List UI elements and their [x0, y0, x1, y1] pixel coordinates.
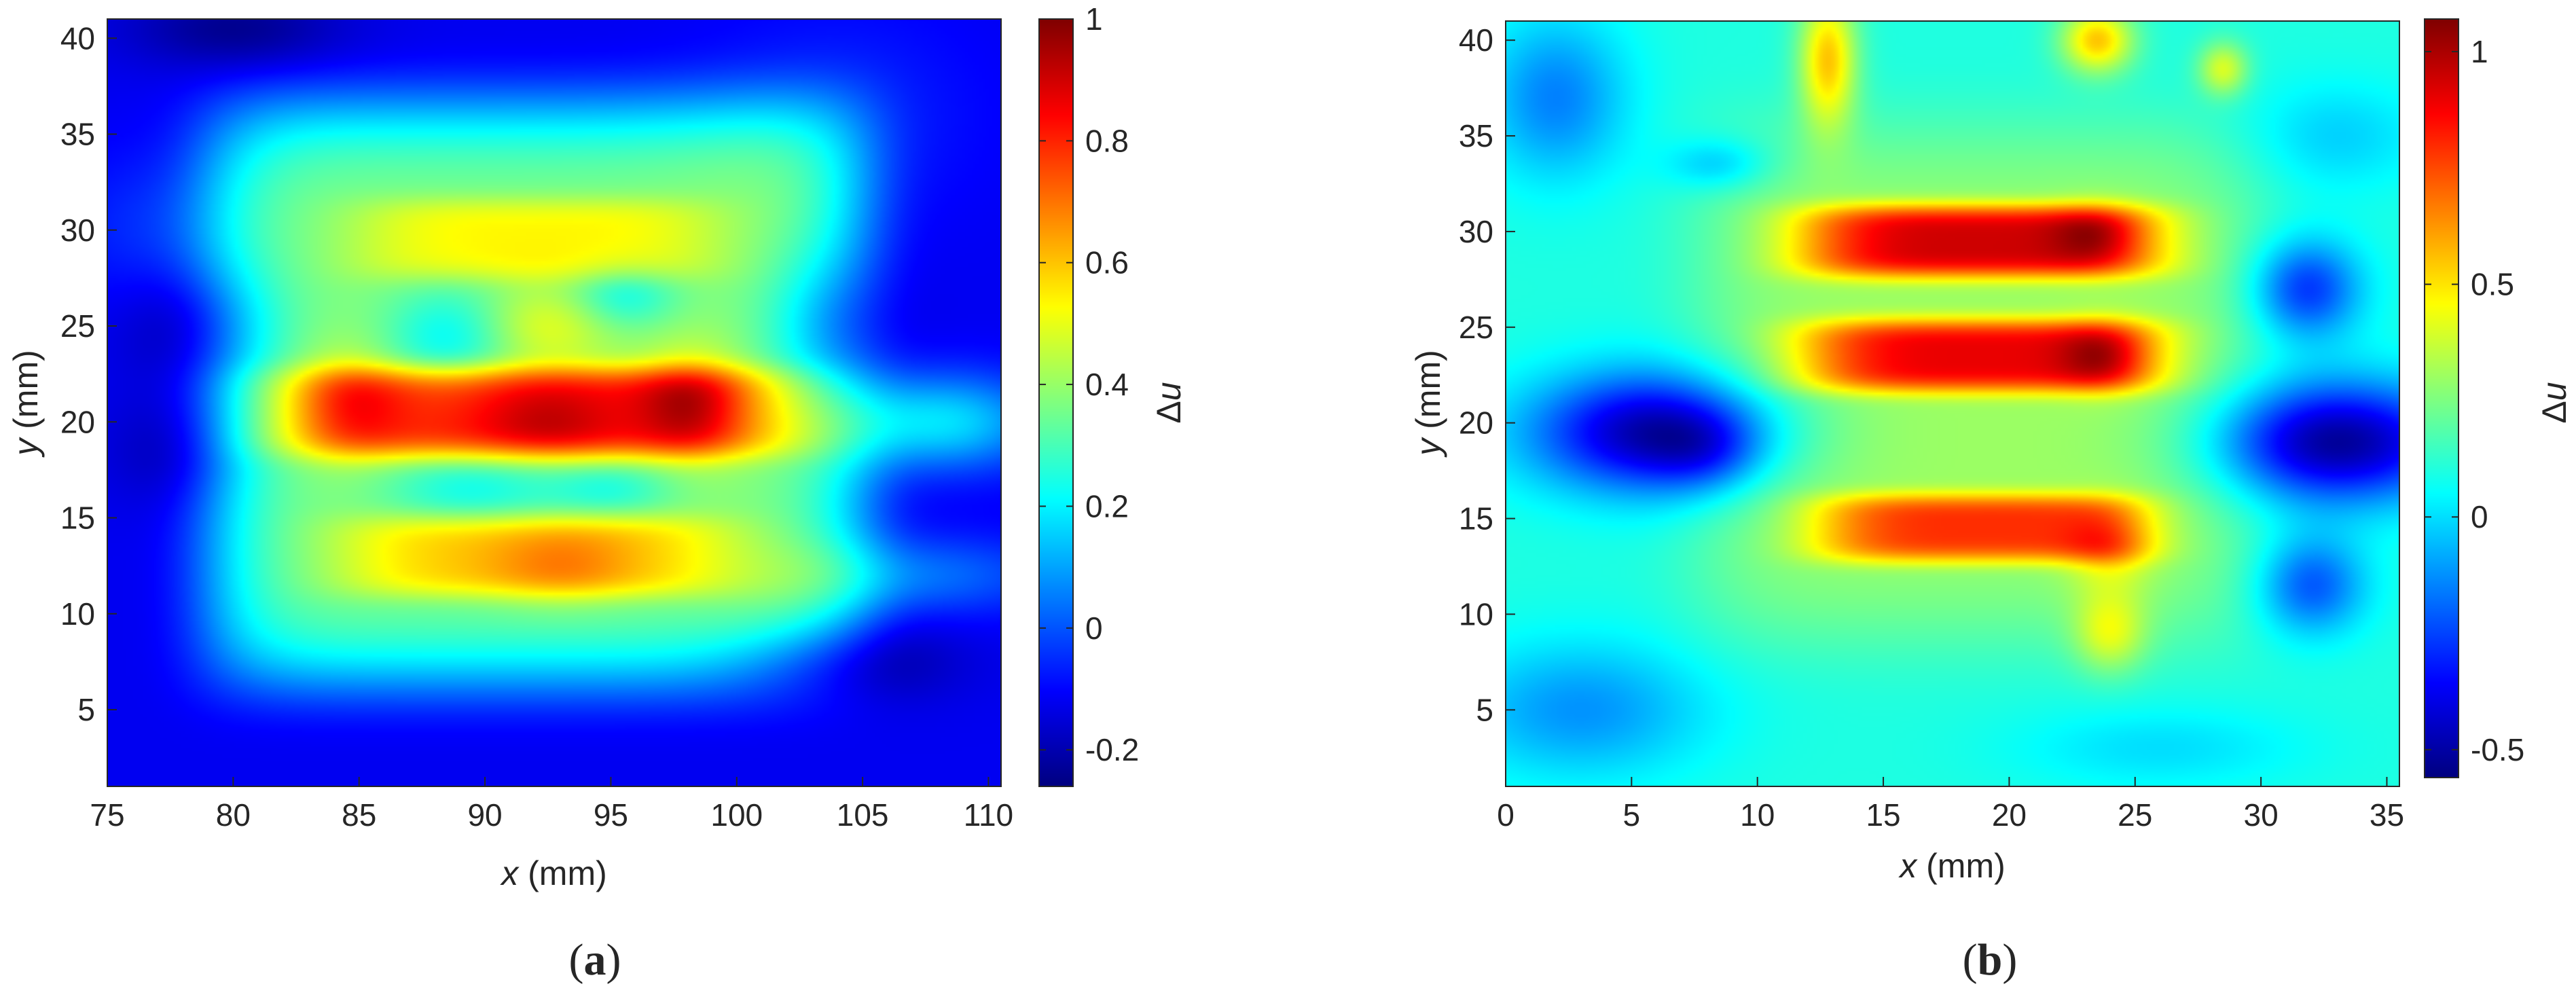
- panel-b-y-tick-label: 40: [1459, 22, 1493, 58]
- panel-a-colorbar-tick-label: 0.8: [1085, 123, 1129, 158]
- panel-b-y-tick-label: 25: [1459, 310, 1493, 345]
- panel-b-colorbar-tick-label: 0.5: [2471, 267, 2514, 302]
- panel-a-y-tick-label: 10: [60, 596, 95, 632]
- panel-b-y-tick-label: 35: [1459, 118, 1493, 153]
- panel-b-x-tick-label: 20: [1992, 797, 2027, 833]
- panel-b-colorbar-label: Δu: [2535, 382, 2573, 423]
- panel-a-y-tick-label: 25: [60, 308, 95, 344]
- panel-b-plot-border: [1505, 20, 2400, 787]
- panel-a-x-tick-label: 110: [964, 797, 1013, 833]
- panel-a-y-tick-label: 40: [60, 20, 95, 56]
- panel-a-heatmap: [107, 19, 1001, 786]
- panel-b-y-tick-label: 10: [1459, 596, 1493, 632]
- panel-b-colorbar-ticks: 1 0.5 0 -0.5: [2425, 34, 2524, 767]
- panel-b-x-ticks: 0 5 10 15 20 25 30 35: [1497, 777, 2404, 833]
- panel-a-y-tick-label: 20: [60, 404, 95, 439]
- panel-b-colorbar: [2425, 19, 2459, 778]
- panel-b-colorbar-tick-label: 1: [2471, 34, 2488, 69]
- panel-a-colorbar-ticks: 1 0.8 0.6 0.4 0.2 0 -0.2: [1039, 1, 1139, 767]
- panel-a-y-tick-label: 30: [60, 213, 95, 248]
- panel-a-colorbar-tick-label: 1: [1085, 1, 1103, 37]
- panel-a-colorbar-label: Δu: [1150, 382, 1188, 423]
- panel-a-x-tick-label: 105: [837, 797, 889, 833]
- panel-a-colorbar-tick-label: 0.6: [1085, 245, 1129, 280]
- panel-a-x-tick-label: 90: [467, 797, 502, 833]
- panel-b-y-ticks: 5 10 15 20 25 30 35 40: [1459, 22, 1515, 727]
- panel-a-colorbar-border: [1038, 18, 1074, 787]
- panel-b-colorbar-tick-label: 0: [2471, 499, 2488, 534]
- panel-b-x-tick-label: 15: [1866, 797, 1900, 833]
- panel-a-colorbar-tick-label: -0.2: [1085, 732, 1139, 767]
- panel-b-y-tick-label: 20: [1459, 405, 1493, 441]
- panel-a-x-tick-label: 75: [90, 797, 124, 833]
- panel-b-x-tick-label: 10: [1740, 797, 1775, 833]
- panel-a-x-tick-label: 100: [710, 797, 763, 833]
- panel-a-x-tick-label: 85: [342, 797, 376, 833]
- panel-a-colorbar-tick-label: 0.2: [1085, 488, 1129, 524]
- panel-b-x-tick-label: 5: [1623, 797, 1641, 833]
- panel-b-y-tick-label: 30: [1459, 214, 1493, 249]
- panel-a-colorbar-tick-label: 0: [1085, 611, 1103, 646]
- panel-a-x-tick-label: 95: [594, 797, 628, 833]
- panel-a-colorbar: [1039, 19, 1073, 786]
- panel-a-plot-border: [107, 18, 1002, 787]
- panel-a-y-tick-label: 5: [77, 692, 95, 727]
- panel-b-y-axis-label: y (mm): [1409, 350, 1447, 458]
- panel-a-colorbar-tick-label: 0.4: [1085, 367, 1129, 402]
- panel-a-y-tick-label: 35: [60, 117, 95, 152]
- panel-b-x-axis-label: x (mm): [1898, 847, 2006, 885]
- panel-b-colorbar-tick-label: -0.5: [2471, 732, 2524, 767]
- panel-a-x-tick-label: 80: [216, 797, 251, 833]
- panel-b-x-tick-label: 30: [2244, 797, 2279, 833]
- panel-a-y-ticks: 5 10 15 20 25 30 35 40: [60, 20, 117, 727]
- panel-b-label: (b): [1963, 935, 2018, 985]
- panel-b-x-tick-label: 0: [1497, 797, 1514, 833]
- panel-b-y-tick-label: 5: [1476, 692, 1493, 727]
- panel-a-x-ticks: 75 80 85 90 95 100 105 110: [90, 777, 1013, 833]
- panel-a-y-tick-label: 15: [60, 500, 95, 536]
- panel-b-x-tick-label: 25: [2118, 797, 2152, 833]
- panel-b-heatmap: [1506, 21, 2399, 786]
- panel-b-y-tick-label: 15: [1459, 501, 1493, 536]
- panel-b-x-tick-label: 35: [2370, 797, 2404, 833]
- panel-b-colorbar-border: [2424, 18, 2459, 778]
- panel-a-x-axis-label: x (mm): [500, 854, 607, 892]
- panel-a-label: (a): [569, 935, 621, 985]
- panel-a-y-axis-label: y (mm): [7, 350, 45, 458]
